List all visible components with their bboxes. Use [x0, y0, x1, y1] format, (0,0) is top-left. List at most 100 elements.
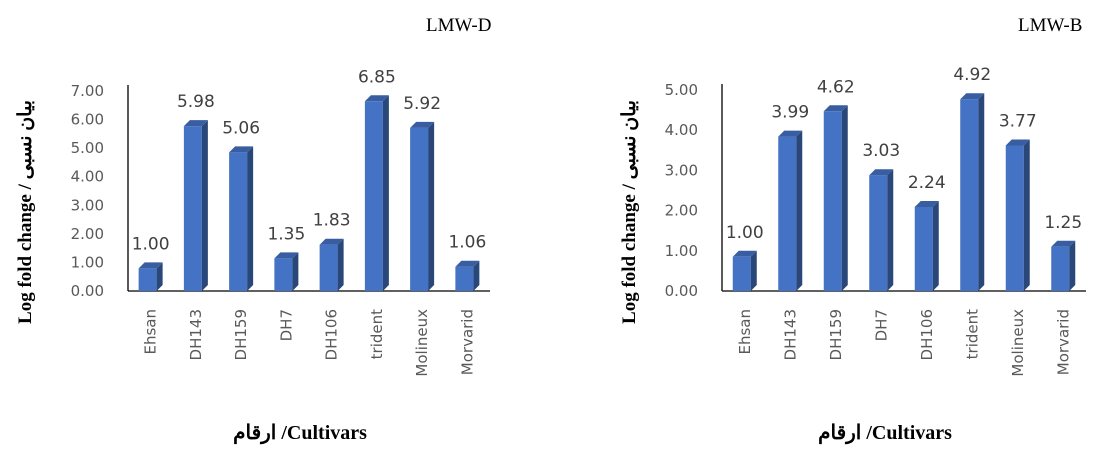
data-label: 4.62 [817, 77, 855, 97]
bar-front [229, 152, 248, 291]
bar [138, 262, 163, 291]
bar [364, 95, 389, 292]
y-tick-label: 5.00 [71, 139, 104, 157]
bar-top [778, 130, 803, 137]
y-tick-label: 0.00 [71, 282, 104, 300]
bar-front [960, 99, 979, 291]
data-label: 4.92 [953, 65, 991, 85]
bar-top [455, 260, 480, 267]
y-tick-label: 0.00 [665, 282, 698, 300]
y-tick-label: 2.00 [665, 202, 698, 220]
bar-side [1023, 139, 1030, 291]
x-tick-label: Morvarid [1054, 309, 1072, 375]
bar-top [914, 200, 939, 207]
x-tick-label: DH159 [827, 309, 845, 360]
bar [319, 238, 344, 291]
bar-top [138, 262, 163, 269]
bar-side [337, 238, 344, 291]
y-axis-label: Log fold change / بیان نسبی [15, 100, 36, 324]
bar-side [978, 93, 985, 291]
bar-front [455, 266, 474, 291]
data-label: 5.92 [403, 94, 441, 114]
data-label: 1.83 [313, 211, 351, 231]
bar-side [932, 200, 939, 291]
data-label: 3.77 [999, 111, 1037, 131]
bar-side [887, 169, 894, 291]
data-label: 1.00 [132, 234, 170, 254]
bar-chart-svg: 0.00 1.00 2.00 3.00 4.00 5.00 1.00 Ehsan 3.99 DH1… [665, 65, 1086, 377]
bar-top [319, 238, 344, 245]
x-axis-label: ارقام /Cultivars [233, 422, 367, 444]
bar [410, 121, 435, 291]
y-tick-label: 4.00 [71, 168, 104, 186]
y-tick-label: 1.00 [665, 242, 698, 260]
bar-front [732, 256, 751, 291]
bar-front [319, 244, 338, 291]
bar [274, 252, 299, 291]
chart-title: LMW-B [1018, 15, 1083, 36]
bar-top [1005, 139, 1030, 146]
bar [869, 169, 894, 291]
bar-front [138, 268, 157, 291]
bar-side [292, 252, 299, 291]
x-tick-label: Ehsan [736, 309, 754, 355]
bar-top [183, 120, 208, 127]
x-tick-label: DH143 [781, 309, 799, 360]
bar-top [960, 93, 985, 100]
bar [823, 105, 848, 291]
bar-side [796, 130, 803, 291]
bar-front [778, 136, 797, 291]
bar-top [274, 252, 299, 259]
bar [960, 93, 985, 291]
bar-front [183, 126, 202, 292]
bar-side [201, 120, 208, 292]
bar-side [247, 146, 254, 291]
bar-front [364, 101, 383, 292]
data-label: 5.98 [177, 92, 215, 112]
bar-front [823, 111, 842, 291]
x-tick-label: DH143 [187, 309, 205, 360]
y-tick-label: 5.00 [665, 81, 698, 99]
y-tick-label: 1.00 [71, 253, 104, 271]
bar [778, 130, 803, 291]
data-label: 3.03 [862, 141, 900, 161]
x-tick-label: DH159 [232, 309, 250, 360]
bar-front [1051, 246, 1070, 291]
bar-front [410, 127, 429, 291]
bar-front [869, 175, 888, 291]
bar-side [382, 95, 389, 292]
x-tick-label: Molineux [413, 309, 431, 377]
data-label: 3.99 [771, 103, 809, 123]
bar [1051, 240, 1076, 291]
y-tick-label: 2.00 [71, 225, 104, 243]
y-tick-label: 3.00 [71, 196, 104, 214]
bar-top [229, 146, 254, 153]
bar-top [869, 169, 894, 176]
bar-front [274, 258, 293, 291]
data-label: 1.25 [1044, 213, 1082, 233]
x-axis-label: ارقام /Cultivars [818, 422, 952, 444]
chart-title: LMW-D [426, 15, 492, 36]
bar-top [732, 250, 757, 257]
x-tick-label: trident [963, 309, 981, 359]
data-label: 2.24 [908, 173, 946, 193]
y-axis-label: Log fold change / بیان نسبی [619, 100, 640, 324]
data-label: 1.35 [267, 224, 305, 244]
x-tick-label: DH106 [918, 309, 936, 360]
x-tick-label: DH7 [872, 309, 890, 341]
x-tick-label: DH7 [277, 309, 295, 341]
bar [183, 120, 208, 292]
x-tick-label: DH106 [323, 309, 341, 360]
chart-lmw-d: LMW-D 0.00 1.00 2.00 3.00 4.00 5.00 6.00 7.00 1.… [0, 0, 556, 452]
bar [914, 200, 939, 291]
data-label: 1.06 [448, 233, 486, 253]
y-tick-label: 3.00 [665, 161, 698, 179]
y-tick-label: 6.00 [71, 111, 104, 129]
bar-side [428, 121, 435, 291]
bar [732, 250, 757, 291]
x-tick-label: Ehsan [142, 309, 160, 355]
bar [455, 260, 480, 291]
bar-side [750, 250, 757, 291]
chart-lmw-b: LMW-B 0.00 1.00 2.00 3.00 4.00 5.00 1.00 Ehsan 3… [556, 0, 1113, 452]
bar-top [364, 95, 389, 102]
